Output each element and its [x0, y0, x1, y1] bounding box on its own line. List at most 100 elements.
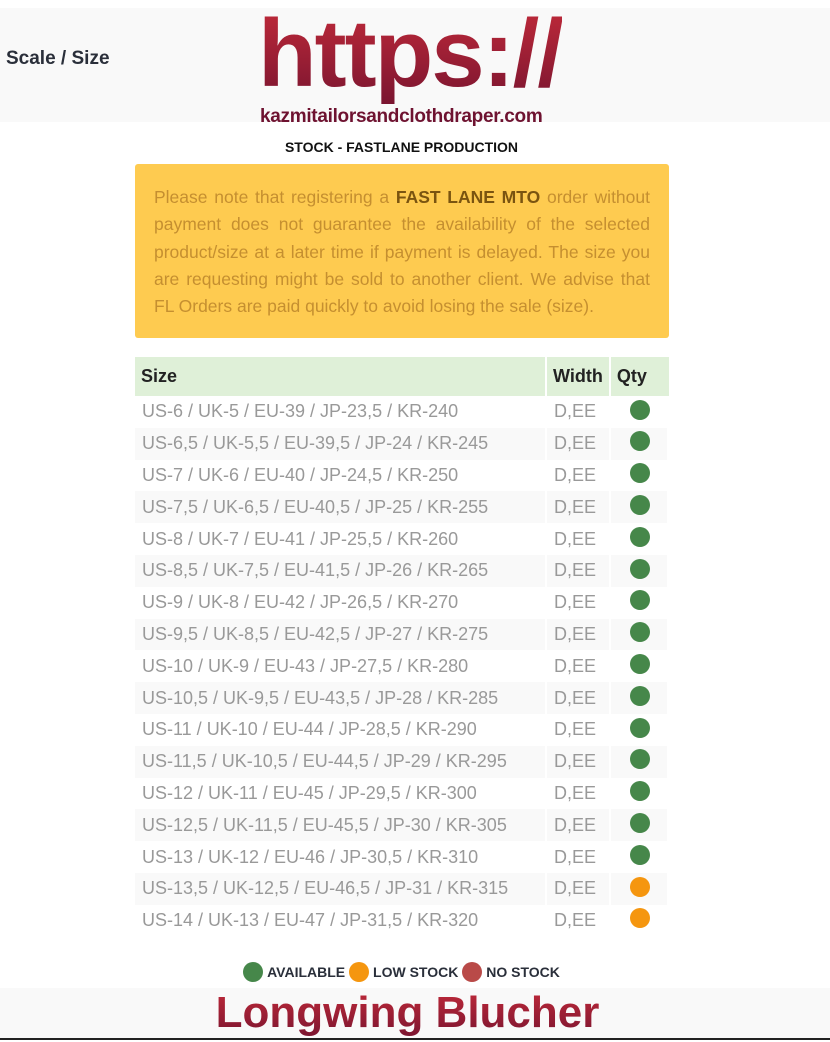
width-cell: D,EE	[547, 777, 611, 810]
width-cell: D,EE	[547, 523, 611, 555]
width-cell: D,EE	[547, 396, 611, 428]
header-width: Width	[547, 357, 611, 396]
stock-status-dot-icon	[629, 526, 650, 547]
qty-cell	[610, 745, 669, 778]
scale-size-label: Scale / Size	[6, 48, 110, 69]
qty-cell	[611, 904, 669, 937]
size-cell: US-6,5 / UK-5,5 / EU-39,5 / JP-24 / KR-2…	[135, 427, 547, 460]
legend-none-label: NO STOCK	[486, 964, 560, 980]
size-cell: US-13,5 / UK-12,5 / EU-46,5 / JP-31 / KR…	[135, 872, 547, 905]
stock-status-dot-icon	[629, 844, 650, 865]
size-cell: US-9,5 / UK-8,5 / EU-42,5 / JP-27 / KR-2…	[135, 618, 547, 651]
stock-status-dot-icon	[629, 622, 650, 643]
size-cell: US-14 / UK-13 / EU-47 / JP-31,5 / KR-320	[135, 904, 547, 937]
notice-bold: FAST LANE MTO	[395, 187, 541, 207]
stock-status-dot-icon	[629, 685, 650, 706]
notice-box: Please note that registering a FAST LANE…	[135, 164, 669, 338]
width-cell: D,EE	[547, 809, 611, 842]
stock-status-dot-icon	[629, 908, 650, 929]
product-name: Longwing Blucher	[0, 988, 815, 1038]
stock-status-dot-icon	[629, 781, 650, 802]
width-cell: D,EE	[547, 459, 611, 492]
header-band	[0, 8, 830, 122]
size-cell: US-11 / UK-10 / EU-44 / JP-28,5 / KR-290	[135, 713, 547, 746]
size-table: Size Width Qty US-6 / UK-5 / EU-39 / JP-…	[135, 357, 669, 937]
notice-text-rest: order without payment does not guarantee…	[154, 187, 650, 317]
qty-cell	[611, 523, 669, 555]
size-cell: US-7,5 / UK-6,5 / EU-40,5 / JP-25 / KR-2…	[135, 491, 547, 524]
width-cell: D,EE	[547, 682, 611, 714]
qty-cell	[611, 713, 669, 746]
stock-status-dot-icon	[629, 876, 650, 897]
table-row: US-6 / UK-5 / EU-39 / JP-23,5 / KR-240 D,…	[135, 396, 669, 428]
stock-status-dot-icon	[629, 749, 650, 770]
size-cell: US-6 / UK-5 / EU-39 / JP-23,5 / KR-240	[135, 396, 547, 428]
notice-text: Please note that registering a	[154, 187, 396, 207]
size-cell: US-7 / UK-6 / EU-40 / JP-24,5 / KR-250	[135, 459, 547, 492]
footer-band	[0, 988, 830, 1040]
table-row: US-12,5 / UK-11,5 / EU-45,5 / JP-30 / KR…	[135, 809, 669, 842]
table-row: US-12 / UK-11 / EU-45 / JP-29,5 / KR-300…	[135, 777, 669, 810]
size-cell: US-12 / UK-11 / EU-45 / JP-29,5 / KR-300	[135, 777, 547, 810]
qty-cell	[610, 554, 669, 587]
stock-status-dot-icon	[629, 590, 650, 611]
size-cell: US-8,5 / UK-7,5 / EU-41,5 / JP-26 / KR-2…	[135, 554, 547, 587]
legend-none-dot-icon	[462, 962, 483, 982]
width-cell: D,EE	[547, 713, 611, 746]
qty-cell	[610, 491, 669, 524]
qty-cell	[611, 777, 669, 810]
header-qty: Qty	[610, 357, 669, 396]
legend-available-label: AVAILABLE	[267, 964, 346, 980]
width-cell: D,EE	[547, 586, 611, 619]
stock-status-dot-icon	[629, 399, 650, 420]
width-cell: D,EE	[547, 650, 611, 683]
stock-status-dot-icon	[629, 463, 650, 484]
table-row: US-11,5 / UK-10,5 / EU-44,5 / JP-29 / KR…	[135, 745, 669, 778]
width-cell: D,EE	[547, 872, 611, 905]
qty-cell	[610, 809, 669, 842]
table-row: US-14 / UK-13 / EU-47 / JP-31,5 / KR-320…	[135, 904, 669, 937]
size-cell: US-12,5 / UK-11,5 / EU-45,5 / JP-30 / KR…	[135, 809, 547, 842]
table-row: US-7 / UK-6 / EU-40 / JP-24,5 / KR-250 D,…	[135, 459, 669, 492]
table-row: US-9 / UK-8 / EU-42 / JP-26,5 / KR-270 D,…	[135, 586, 669, 619]
width-cell: D,EE	[547, 554, 611, 587]
width-cell: D,EE	[547, 427, 611, 460]
table-row: US-6,5 / UK-5,5 / EU-39,5 / JP-24 / KR-2…	[135, 427, 669, 460]
size-cell: US-10,5 / UK-9,5 / EU-43,5 / JP-28 / KR-…	[135, 682, 547, 714]
stock-status-dot-icon	[629, 558, 650, 579]
legend: AVAILABLE LOW STOCK NO STOCK	[0, 962, 803, 982]
width-cell: D,EE	[547, 904, 611, 937]
legend-low-label: LOW STOCK	[373, 964, 459, 980]
stock-status-dot-icon	[629, 813, 650, 833]
legend-available-dot-icon	[243, 962, 264, 982]
width-cell: D,EE	[547, 491, 611, 524]
table-row: US-10 / UK-9 / EU-43 / JP-27,5 / KR-280 D…	[135, 650, 669, 683]
page-subtitle: STOCK - FASTLANE PRODUCTION	[284, 139, 519, 155]
table-row: US-11 / UK-10 / EU-44 / JP-28,5 / KR-290…	[135, 713, 669, 746]
table-row: US-13,5 / UK-12,5 / EU-46,5 / JP-31 / KR…	[135, 872, 669, 905]
logo-https: https://	[258, 0, 564, 107]
table-row: US-9,5 / UK-8,5 / EU-42,5 / JP-27 / KR-2…	[135, 618, 669, 651]
width-cell: D,EE	[547, 745, 611, 778]
qty-cell	[611, 459, 669, 492]
table-row: US-13 / UK-12 / EU-46 / JP-30,5 / KR-310…	[135, 841, 669, 873]
table-row: US-7,5 / UK-6,5 / EU-40,5 / JP-25 / KR-2…	[135, 491, 669, 524]
qty-cell	[610, 682, 669, 714]
stock-status-dot-icon	[629, 654, 650, 675]
domain-text: kazmitailorsandclothdraper.com	[260, 106, 543, 127]
table-row: US-10,5 / UK-9,5 / EU-43,5 / JP-28 / KR-…	[135, 682, 669, 714]
size-cell: US-11,5 / UK-10,5 / EU-44,5 / JP-29 / KR…	[135, 745, 547, 778]
qty-cell	[610, 427, 669, 460]
width-cell: D,EE	[547, 841, 611, 873]
stock-status-dot-icon	[629, 431, 650, 452]
qty-cell	[611, 650, 669, 683]
size-cell: US-10 / UK-9 / EU-43 / JP-27,5 / KR-280	[135, 650, 547, 683]
qty-cell	[610, 872, 669, 905]
qty-cell	[611, 586, 669, 619]
table-row: US-8,5 / UK-7,5 / EU-41,5 / JP-26 / KR-2…	[135, 554, 669, 587]
qty-cell	[611, 396, 669, 428]
size-cell: US-9 / UK-8 / EU-42 / JP-26,5 / KR-270	[135, 586, 547, 619]
width-cell: D,EE	[547, 618, 611, 651]
header-size: Size	[135, 357, 547, 396]
qty-cell	[611, 841, 669, 873]
